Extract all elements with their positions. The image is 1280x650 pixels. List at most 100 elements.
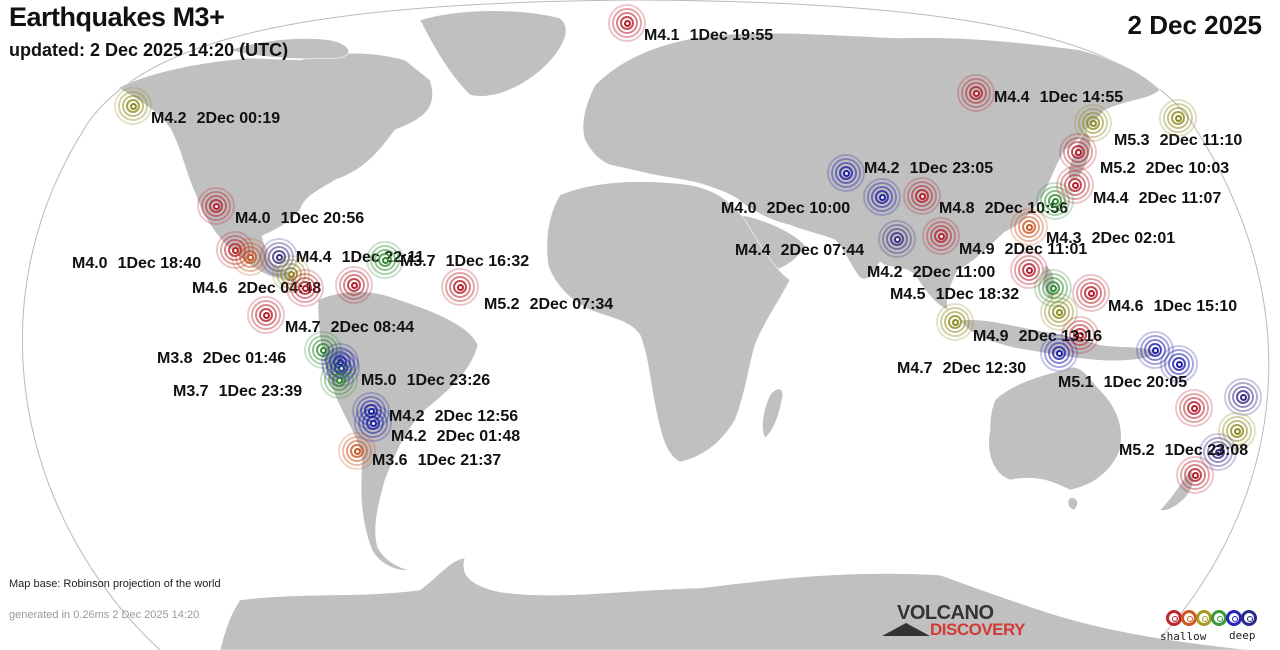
quake-ring-icon <box>197 187 235 225</box>
quake-ring-icon <box>339 270 369 300</box>
quake-ring-icon <box>449 276 471 298</box>
quake-time: 1Dec 20:56 <box>280 210 365 227</box>
quake-magnitude: M4.2 <box>391 428 427 445</box>
legend-deep-label: deep <box>1229 629 1256 642</box>
logo-line2: DISCOVERY <box>930 620 1026 639</box>
quake-ring-icon <box>1040 293 1078 331</box>
quake-label: M4.4 1Dec 14:55 <box>994 90 1123 106</box>
depth-scale-icon <box>1166 610 1182 626</box>
quake-ring-icon <box>209 199 223 213</box>
quake-ring-icon <box>827 154 865 192</box>
quake-ring-icon <box>1018 259 1040 281</box>
quake-ring-icon <box>122 95 144 117</box>
quake-ring-icon <box>1239 393 1247 401</box>
quake-ring-icon <box>1188 468 1202 482</box>
quake-ring-icon <box>370 245 400 275</box>
quake-time: 1Dec 21:37 <box>417 452 502 469</box>
quake-ring-icon <box>1214 448 1222 456</box>
quake-ring-icon <box>940 307 970 337</box>
quake-ring-icon <box>1014 255 1044 285</box>
quake-time: 2Dec 11:00 <box>912 264 996 281</box>
quake-ring-icon <box>1071 145 1085 159</box>
volcano-icon <box>882 623 930 636</box>
quake-ring-icon <box>918 192 926 200</box>
quake-ring-icon <box>1052 346 1066 360</box>
quake-ring-icon <box>839 166 853 180</box>
quake-time: 1Dec 23:39 <box>218 383 303 400</box>
quake-label: M4.4 2Dec 11:07 <box>1093 191 1221 207</box>
quake-label: M5.2 2Dec 10:03 <box>1100 161 1229 177</box>
quake-ring-icon <box>335 266 373 304</box>
quake-ring-icon <box>944 311 966 333</box>
quake-time: 2Dec 11:07 <box>1138 190 1222 207</box>
quake-label: M4.7 2Dec 08:44 <box>285 320 414 336</box>
quake-ring-icon <box>1163 103 1193 133</box>
quake-magnitude: M4.7 <box>897 360 933 377</box>
quake-ring-icon <box>342 436 372 466</box>
quake-ring-icon <box>247 296 285 334</box>
quake-ring-icon <box>338 432 376 470</box>
quake-time: 2Dec 07:34 <box>529 296 614 313</box>
quake-ring-icon <box>366 241 404 279</box>
quake-time: 1Dec 16:32 <box>445 253 530 270</box>
quake-ring-icon <box>875 190 889 204</box>
quake-magnitude: M4.5 <box>890 286 926 303</box>
quake-ring-icon <box>259 308 273 322</box>
land-madagascar <box>762 388 783 439</box>
quake-time: 1Dec 18:32 <box>935 286 1020 303</box>
quake-magnitude: M5.0 <box>361 372 397 389</box>
quake-ring-icon <box>1159 99 1197 137</box>
quake-ring-icon <box>1078 108 1108 138</box>
quake-ring-icon <box>1080 282 1102 304</box>
quake-ring-icon <box>369 419 377 427</box>
quake-time: 2Dec 10:00 <box>766 200 851 217</box>
quake-magnitude: M4.4 <box>735 242 771 259</box>
quake-ring-icon <box>1014 212 1044 242</box>
quake-ring-icon <box>1044 190 1066 212</box>
quake-magnitude: M4.4 <box>1093 190 1129 207</box>
quake-label: M4.0 2Dec 10:00 <box>721 201 850 217</box>
quake-ring-icon <box>890 232 904 246</box>
quake-ring-icon <box>262 311 270 319</box>
quake-label: M3.6 1Dec 21:37 <box>372 453 501 469</box>
quake-ring-icon <box>378 253 392 267</box>
quake-ring-icon <box>934 229 948 243</box>
land-north-america <box>117 52 433 289</box>
quake-time: 1Dec 23:08 <box>1164 442 1249 459</box>
quake-magnitude: M4.9 <box>973 328 1009 345</box>
quake-ring-icon <box>1018 216 1040 238</box>
quake-time: 1Dec 23:05 <box>909 160 994 177</box>
quake-magnitude: M4.2 <box>864 160 900 177</box>
quake-time: 2Dec 01:46 <box>202 350 287 367</box>
quake-ring-icon <box>867 182 897 212</box>
quake-ring-icon <box>1049 284 1057 292</box>
quake-ring-icon <box>961 78 991 108</box>
quake-ring-icon <box>1172 357 1186 371</box>
quake-time: 1Dec 23:26 <box>406 372 491 389</box>
quake-time: 1Dec 14:55 <box>1039 89 1124 106</box>
volcano-discovery-logo[interactable]: VOLCANO DISCOVERY <box>880 602 1040 642</box>
quake-magnitude: M4.2 <box>867 264 903 281</box>
quake-ring-icon <box>1175 389 1213 427</box>
quake-time: 1Dec 20:05 <box>1103 374 1188 391</box>
depth-scale-icon <box>1241 610 1257 626</box>
quake-ring-icon <box>1184 464 1206 486</box>
quake-ring-icon <box>212 202 220 210</box>
quake-magnitude: M4.0 <box>72 255 108 272</box>
quake-ring-icon <box>255 304 277 326</box>
quake-ring-icon <box>1071 181 1079 189</box>
quake-ring-icon <box>324 365 354 395</box>
quake-ring-icon <box>320 361 358 399</box>
quake-ring-icon <box>1164 349 1194 379</box>
quake-ring-icon <box>948 315 962 329</box>
logo-line1: VOLCANO <box>897 602 994 624</box>
legend-shallow-label: shallow <box>1160 630 1207 643</box>
quake-ring-icon <box>445 272 475 302</box>
quake-ring-icon <box>456 283 464 291</box>
quake-magnitude: M4.3 <box>1046 230 1082 247</box>
quake-ring-icon <box>1199 433 1237 471</box>
quake-ring-icon <box>1086 116 1100 130</box>
quake-ring-icon <box>936 303 974 341</box>
quake-ring-icon <box>246 253 254 261</box>
